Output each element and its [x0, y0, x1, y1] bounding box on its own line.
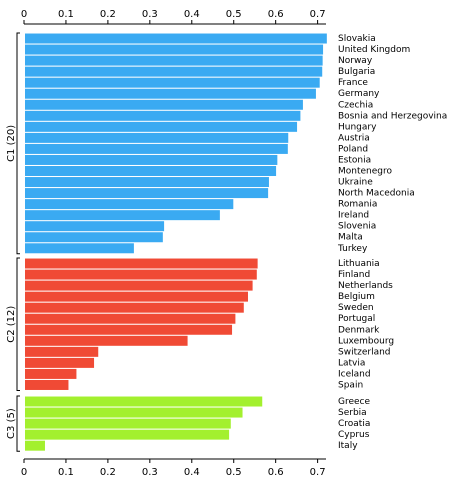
bar [25, 177, 269, 188]
bar [25, 154, 278, 165]
group-label: C2 (12) [6, 306, 17, 343]
bar [25, 210, 220, 221]
x-tick-label-bottom: 0.5 [226, 467, 242, 478]
bar [25, 291, 248, 302]
bar [25, 407, 243, 418]
bar [25, 77, 320, 88]
category-label: Serbia [338, 408, 367, 418]
category-label: Luxembourg [338, 336, 394, 346]
category-label: Ukraine [338, 178, 373, 188]
category-label: Hungary [338, 122, 377, 132]
bar [25, 44, 324, 55]
x-tick-label-bottom: 0 [21, 467, 27, 478]
bar [25, 132, 289, 143]
x-tick-label-top: 0 [21, 9, 27, 20]
category-label: Portugal [338, 314, 375, 324]
category-label: Italy [338, 441, 358, 451]
bar [25, 379, 69, 390]
x-tick-label-bottom: 0.2 [100, 467, 116, 478]
bar [25, 429, 230, 440]
bar [25, 280, 253, 291]
bar [25, 232, 163, 243]
x-tick-label-top: 0.4 [184, 9, 200, 20]
category-label: France [338, 78, 368, 88]
category-label: Malta [338, 233, 363, 243]
group-bracket [16, 32, 20, 255]
x-tick-label-bottom: 0.1 [58, 467, 74, 478]
bar [25, 313, 236, 324]
x-tick-label-bottom: 0.6 [268, 467, 284, 478]
category-label: Croatia [338, 419, 370, 429]
bar [25, 335, 188, 346]
category-label: Belgium [338, 292, 375, 302]
category-label: Switzerland [338, 347, 391, 357]
category-label: Denmark [338, 325, 380, 335]
bar [25, 121, 298, 132]
bar [25, 188, 269, 199]
bar [25, 110, 301, 121]
bar [25, 440, 45, 451]
category-label: Bulgaria [338, 67, 375, 77]
category-label: Sweden [338, 303, 374, 313]
category-label: Norway [338, 56, 373, 66]
category-label: Ireland [338, 211, 369, 221]
x-tick-label-top: 0.2 [100, 9, 116, 20]
category-label: Bosnia and Herzegovina [338, 111, 447, 121]
bar [25, 55, 323, 66]
x-tick-label-top: 0.1 [58, 9, 74, 20]
bar [25, 346, 99, 357]
category-label: Poland [338, 144, 368, 154]
category-label: Spain [338, 380, 363, 390]
category-label: Finland [338, 270, 370, 280]
category-label: Slovenia [338, 222, 376, 232]
bar [25, 33, 327, 44]
bar [25, 302, 244, 313]
category-label: Turkey [337, 244, 368, 254]
bar [25, 396, 263, 407]
group-label: C1 (20) [6, 125, 17, 162]
category-label: Austria [338, 133, 370, 143]
category-label: Germany [338, 89, 380, 99]
bar [25, 418, 231, 429]
x-tick-label-bottom: 0.7 [310, 467, 326, 478]
category-label: Estonia [338, 155, 371, 165]
category-label: Latvia [338, 358, 365, 368]
bar [25, 143, 288, 154]
category-label: Czechia [338, 100, 373, 110]
bar [25, 221, 165, 232]
category-label: Netherlands [338, 281, 393, 291]
bar [25, 66, 323, 77]
bar [25, 324, 233, 335]
x-tick-label-bottom: 0.3 [142, 467, 158, 478]
x-tick-label-top: 0.6 [268, 9, 284, 20]
group-bracket [16, 257, 20, 391]
bar [25, 243, 134, 254]
x-tick-label-top: 0.5 [226, 9, 242, 20]
bar [25, 88, 316, 99]
x-tick-label-top: 0.7 [310, 9, 326, 20]
bar [25, 368, 77, 379]
category-label: North Macedonia [338, 189, 415, 199]
x-tick-label-bottom: 0.4 [184, 467, 200, 478]
category-label: Slovakia [338, 34, 376, 44]
category-label: Iceland [338, 369, 371, 379]
x-tick-label-top: 0.3 [142, 9, 158, 20]
category-label: Greece [338, 397, 370, 407]
group-label: C3 (5) [6, 408, 17, 439]
category-label: Cyprus [338, 430, 370, 440]
bar [25, 269, 257, 280]
bar [25, 99, 303, 110]
category-label: Lithuania [338, 259, 380, 269]
bar [25, 166, 277, 176]
category-label: United Kingdom [338, 45, 410, 55]
group-bracket [16, 395, 20, 452]
bar [25, 258, 258, 269]
category-label: Montenegro [338, 167, 392, 177]
category-label: Romania [338, 200, 377, 210]
bar [25, 199, 234, 210]
bar [25, 357, 95, 368]
